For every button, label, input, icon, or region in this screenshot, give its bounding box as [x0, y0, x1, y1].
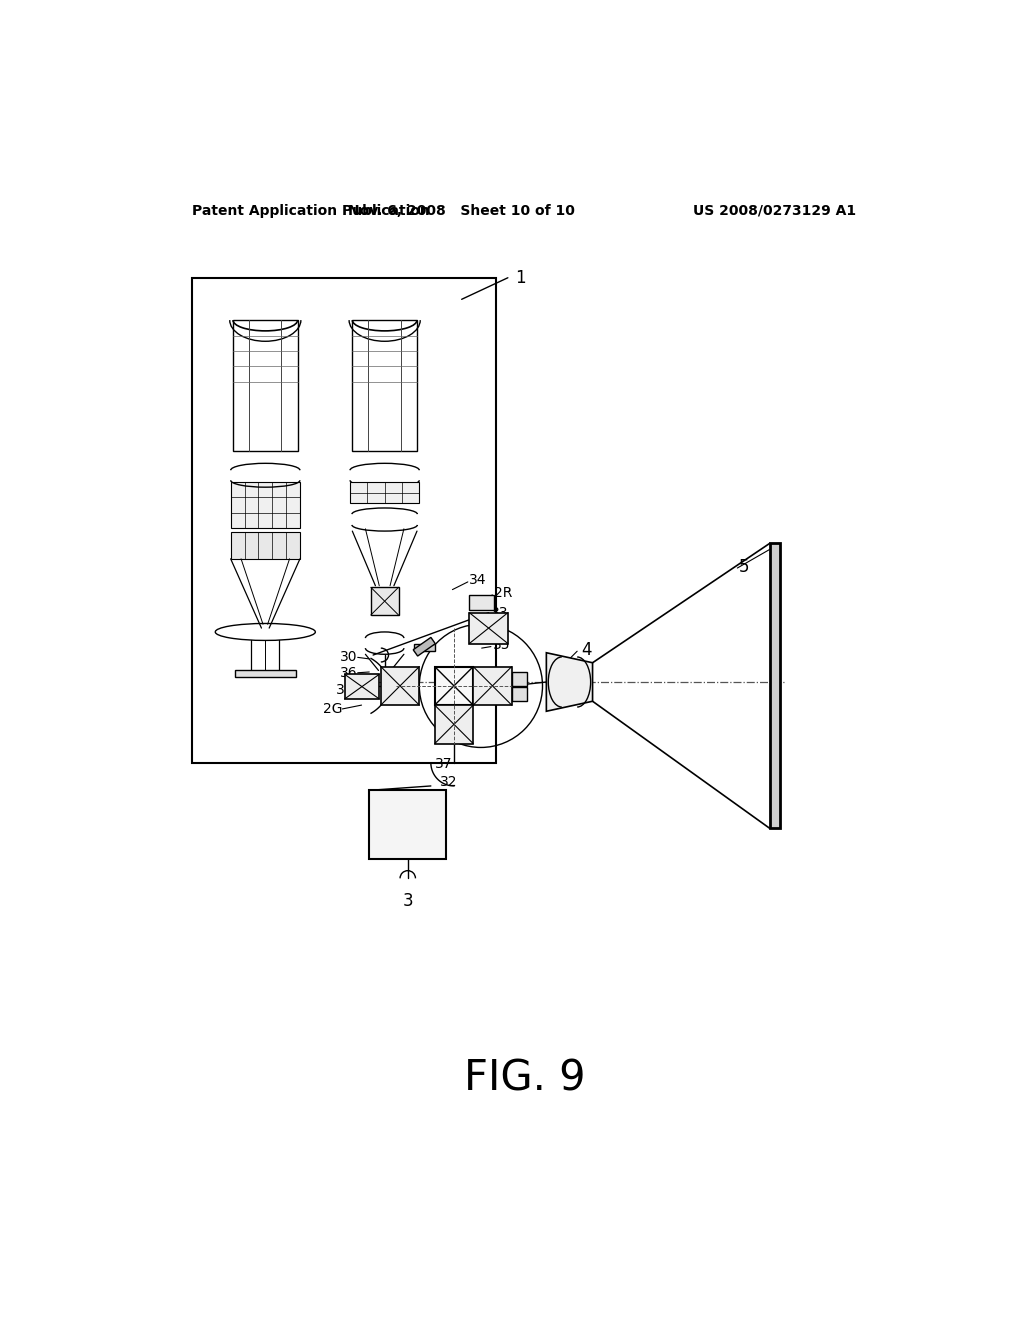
Bar [435, 667, 473, 705]
Bar [469, 595, 494, 610]
Text: 2G: 2G [323, 702, 342, 715]
Text: 2B: 2B [490, 623, 509, 636]
Text: US 2008/0273129 A1: US 2008/0273129 A1 [692, 203, 856, 218]
Text: 36: 36 [340, 665, 357, 680]
Bar [352, 321, 417, 451]
Polygon shape [770, 544, 780, 829]
Text: 31: 31 [336, 682, 354, 697]
Bar [473, 667, 512, 705]
Bar [370, 789, 446, 859]
Text: FIG. 9: FIG. 9 [464, 1057, 586, 1100]
Polygon shape [547, 653, 593, 711]
Bar [345, 675, 379, 700]
Bar [230, 532, 300, 558]
Text: 32: 32 [440, 775, 458, 789]
Bar [234, 671, 296, 677]
Text: Patent Application Publication: Patent Application Publication [193, 203, 430, 218]
Bar [469, 612, 508, 644]
Bar [193, 277, 497, 763]
Bar [414, 644, 435, 651]
Bar [414, 638, 435, 656]
Bar [371, 587, 398, 615]
Bar [230, 482, 300, 528]
Text: 30: 30 [340, 651, 357, 664]
Text: 5: 5 [739, 557, 750, 576]
Text: 33: 33 [490, 606, 509, 619]
Bar [381, 667, 419, 705]
Text: 3: 3 [402, 892, 413, 911]
Text: 34: 34 [469, 573, 486, 587]
Text: 1: 1 [515, 269, 526, 286]
Bar [512, 672, 527, 686]
Text: 2R: 2R [494, 586, 512, 601]
Bar [350, 482, 419, 503]
Bar [233, 321, 298, 451]
Text: Nov. 6, 2008   Sheet 10 of 10: Nov. 6, 2008 Sheet 10 of 10 [348, 203, 575, 218]
Text: 35: 35 [493, 638, 510, 652]
Bar [435, 705, 473, 743]
Bar [512, 688, 527, 701]
Text: 4: 4 [581, 640, 592, 659]
Text: 37: 37 [435, 756, 453, 771]
